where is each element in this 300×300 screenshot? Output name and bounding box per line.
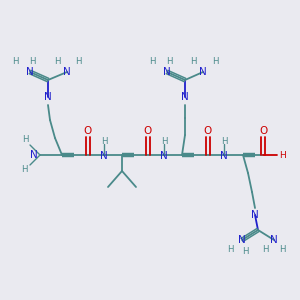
Text: H: H <box>149 58 155 67</box>
Text: N: N <box>100 151 108 161</box>
Text: N: N <box>44 92 52 102</box>
Text: H: H <box>75 58 81 67</box>
Text: H: H <box>12 58 18 67</box>
Text: N: N <box>163 67 171 77</box>
Text: O: O <box>259 126 267 136</box>
Text: N: N <box>63 67 71 77</box>
Text: H: H <box>29 58 35 67</box>
Text: H: H <box>54 58 60 67</box>
Text: H: H <box>279 245 285 254</box>
Text: H: H <box>280 151 286 160</box>
Text: H: H <box>161 136 167 146</box>
Text: N: N <box>199 67 207 77</box>
Text: H: H <box>262 245 268 254</box>
Text: N: N <box>220 151 228 161</box>
Text: N: N <box>30 150 38 160</box>
Text: H: H <box>227 245 233 254</box>
Text: H: H <box>242 248 248 256</box>
Text: N: N <box>251 210 259 220</box>
Text: H: H <box>190 58 196 67</box>
Text: N: N <box>181 92 189 102</box>
Text: H: H <box>212 58 218 67</box>
Text: H: H <box>21 164 27 173</box>
Text: O: O <box>204 126 212 136</box>
Text: N: N <box>238 235 246 245</box>
Text: H: H <box>166 58 172 67</box>
Text: O: O <box>84 126 92 136</box>
Text: N: N <box>160 151 168 161</box>
Text: H: H <box>101 136 107 146</box>
Text: H: H <box>221 136 227 146</box>
Text: O: O <box>144 126 152 136</box>
Text: N: N <box>26 67 34 77</box>
Text: H: H <box>22 134 28 143</box>
Text: N: N <box>270 235 278 245</box>
